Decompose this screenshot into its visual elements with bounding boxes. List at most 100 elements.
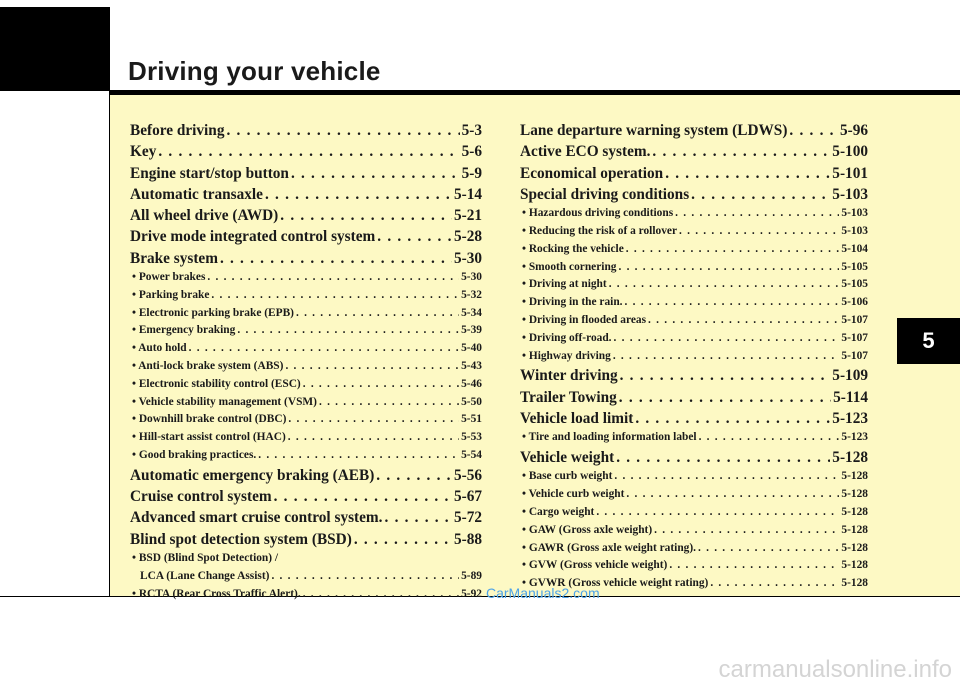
title-underline (110, 90, 960, 95)
toc-entry-label: • Tire and loading information label (522, 431, 697, 444)
watermark-carmanuals2[interactable]: CarManuals2.com (486, 585, 600, 601)
toc-subentry[interactable]: • Auto hold 5-40 (130, 340, 482, 358)
toc-entry[interactable]: Special driving conditions 5-103 (520, 184, 868, 205)
toc-entry-label: Before driving (130, 122, 225, 139)
toc-entry-label: • Hazardous driving conditions (522, 207, 674, 220)
dot-leader (288, 429, 459, 447)
toc-subentry[interactable]: • Hill-start assist control (HAC) 5-53 (130, 429, 482, 447)
toc-entry[interactable]: Advanced smart cruise control system. 5-7… (130, 507, 482, 528)
toc-entry-page: 5-72 (453, 509, 482, 527)
toc-entry[interactable]: Winter driving 5-109 (520, 365, 868, 386)
watermark-carmanualsonline: carmanualsonline.info (718, 656, 952, 683)
toc-subentry[interactable]: • Vehicle curb weight 5-128 (520, 486, 868, 504)
toc-subentry[interactable]: • Good braking practices. 5-54 (130, 447, 482, 465)
toc-entry[interactable]: Automatic emergency braking (AEB) 5-56 (130, 465, 482, 486)
toc-entry[interactable]: Automatic transaxle 5-14 (130, 184, 482, 205)
toc-entry-page: 5-39 (461, 324, 482, 337)
toc-entry-label: Key (130, 143, 157, 161)
toc-entry-label: Automatic transaxle (130, 185, 263, 203)
dot-leader (288, 411, 459, 429)
toc-entry-page: 5-67 (453, 488, 482, 506)
toc-subentry[interactable]: • Driving in the rain. 5-106 (520, 294, 868, 312)
toc-entry[interactable]: Key 5-6 (130, 141, 482, 162)
toc-entry[interactable]: Engine start/stop button 5-9 (130, 163, 482, 184)
toc-entry-label: All wheel drive (AWD) (130, 207, 279, 225)
toc-subentry[interactable]: • Emergency braking 5-39 (130, 322, 482, 340)
toc-entry-label: Winter driving (520, 367, 618, 385)
toc-subentry[interactable]: • Electronic stability control (ESC) 5-46 (130, 376, 482, 394)
toc-subentry[interactable]: • Driving off-road. 5-107 (520, 330, 868, 348)
toc-subentry[interactable]: • GVWR (Gross vehicle weight rating) 5-12… (520, 575, 868, 593)
toc-entry-page: 5-28 (453, 228, 482, 246)
toc-entry-page: 5-103 (841, 224, 868, 237)
toc-entry-label: Active ECO system. (520, 143, 651, 161)
dot-leader (296, 305, 459, 323)
toc-entry-label: Economical operation (520, 164, 664, 182)
toc-entry-page: 5-128 (841, 505, 868, 518)
toc-entry-label: • Electronic parking brake (EPB) (132, 306, 294, 319)
toc-entry-page: 5-89 (461, 569, 482, 582)
toc-entry[interactable]: Blind spot detection system (BSD) 5-88 (130, 529, 482, 550)
dot-leader (626, 241, 840, 259)
toc-subentry[interactable]: • Electronic parking brake (EPB) 5-34 (130, 305, 482, 323)
toc-entry[interactable]: Cruise control system 5-67 (130, 486, 482, 507)
toc-entry[interactable]: Trailer Towing 5-114 (520, 387, 868, 408)
toc-subentry[interactable]: • Cargo weight 5-128 (520, 504, 868, 522)
toc-entry-label: Advanced smart cruise control system. (130, 509, 383, 527)
toc-subentry[interactable]: • Anti-lock brake system (ABS) 5-43 (130, 358, 482, 376)
toc-subentry[interactable]: • Parking brake 5-32 (130, 287, 482, 305)
toc-entry-label: • Hill-start assist control (HAC) (132, 431, 286, 444)
toc-entry-label: • Vehicle stability management (VSM) (132, 395, 317, 408)
toc-entry[interactable]: Before driving 5-3 (130, 120, 482, 141)
dot-leader (226, 120, 459, 141)
toc-subentry[interactable]: • Tire and loading information label 5-12… (520, 429, 868, 447)
dot-leader (274, 486, 452, 507)
toc-entry[interactable]: Vehicle load limit 5-123 (520, 408, 868, 429)
toc-subentry[interactable]: • GAWR (Gross axle weight rating). 5-128 (520, 540, 868, 558)
dot-leader (620, 365, 831, 386)
toc-subentry[interactable]: • Reducing the risk of a rollover 5-103 (520, 223, 868, 241)
dot-leader (189, 340, 459, 358)
toc-entry-page: 5-43 (461, 360, 482, 373)
toc-entry[interactable]: Vehicle weight 5-128 (520, 447, 868, 468)
toc-subentry[interactable]: • Vehicle stability management (VSM) 5-50 (130, 394, 482, 412)
toc-entry-page: 5-96 (839, 122, 868, 139)
toc-entry-label: • Driving at night (522, 278, 607, 291)
toc-subentry[interactable]: • RCTA (Rear Cross Traffic Alert). 5-92 (130, 586, 482, 604)
toc-entry[interactable]: Drive mode integrated control system 5-28 (130, 226, 482, 247)
toc-subentry[interactable]: • Smooth cornering 5-105 (520, 259, 868, 277)
toc-entry-page: 5-123 (841, 431, 868, 444)
toc-subentry[interactable]: • GVW (Gross vehicle weight) 5-128 (520, 557, 868, 575)
toc-subentry[interactable]: • Power brakes 5-30 (130, 269, 482, 287)
dot-leader (280, 205, 452, 226)
toc-entry[interactable]: All wheel drive (AWD) 5-21 (130, 205, 482, 226)
toc-subentry[interactable]: • Rocking the vehicle 5-104 (520, 241, 868, 259)
toc-subentry[interactable]: • Base curb weight 5-128 (520, 468, 868, 486)
toc-entry-label: • Base curb weight (522, 470, 613, 483)
toc-subentry[interactable]: • Driving at night 5-105 (520, 276, 868, 294)
toc-entry-label: • Electronic stability control (ESC) (132, 377, 301, 390)
toc-entry[interactable]: Lane departure warning system (LDWS) 5-96 (520, 120, 868, 141)
toc-subentry[interactable]: • Hazardous driving conditions 5-103 (520, 205, 868, 223)
toc-entry-label: • Vehicle curb weight (522, 488, 625, 501)
toc-subentry[interactable]: • Highway driving 5-107 (520, 348, 868, 366)
chapter-tab[interactable]: 5 (897, 318, 960, 364)
toc-subentry[interactable]: • Downhill brake control (DBC) 5-51 (130, 411, 482, 429)
toc-entry-page: 5-6 (461, 143, 482, 161)
toc-subentry[interactable]: • Driving in flooded areas 5-107 (520, 312, 868, 330)
toc-entry[interactable]: Brake system 5-30 (130, 248, 482, 269)
toc-subentry[interactable]: • GAW (Gross axle weight) 5-128 (520, 522, 868, 540)
toc-entry-label: Blind spot detection system (BSD) (130, 530, 352, 548)
toc-entry[interactable]: Active ECO system. 5-100 (520, 141, 868, 162)
toc-entry-label: • Smooth cornering (522, 260, 617, 273)
toc-entry-page: 5-107 (841, 331, 868, 344)
dot-leader (303, 376, 459, 394)
toc-entry-label: • Reducing the risk of a rollover (522, 224, 678, 237)
toc-entry-page: 5-107 (841, 313, 868, 326)
toc-subentry[interactable]: • BSD (Blind Spot Detection) / (130, 550, 482, 568)
toc-entry-label: • BSD (Blind Spot Detection) / (132, 552, 279, 565)
toc-entry-page: 5-34 (461, 306, 482, 319)
dot-leader (220, 248, 452, 269)
toc-entry[interactable]: Economical operation 5-101 (520, 163, 868, 184)
toc-subentry[interactable]: LCA (Lane Change Assist) 5-89 (130, 568, 482, 586)
